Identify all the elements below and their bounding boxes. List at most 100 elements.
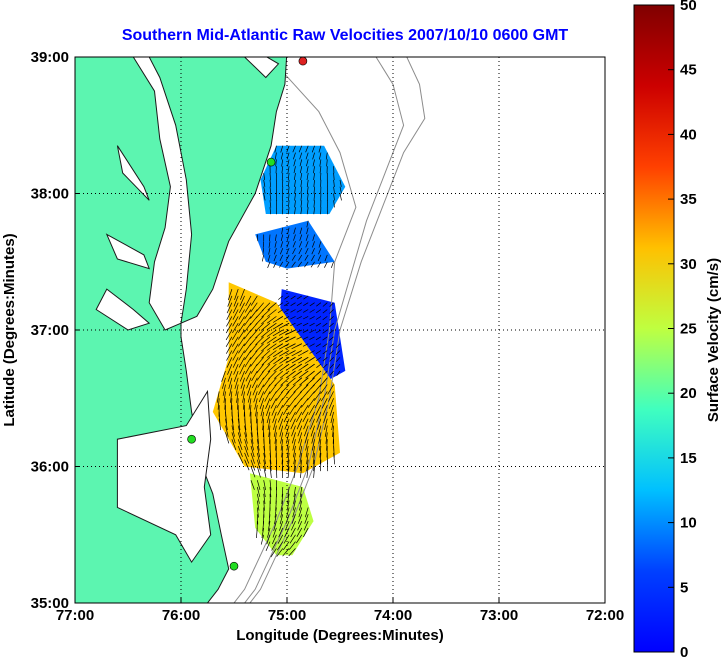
- velocity-arrow: [310, 425, 315, 437]
- velocity-arrow: [230, 398, 233, 410]
- velocity-arrow: [263, 377, 271, 388]
- velocity-arrow: [293, 391, 303, 401]
- velocity-arrow: [271, 404, 277, 416]
- colorbar-tick-label: 35: [680, 191, 697, 208]
- velocity-arrow: [273, 521, 277, 531]
- velocity-arrow: [299, 486, 303, 498]
- velocity-arrow: [292, 370, 303, 378]
- velocity-arrow: [306, 452, 309, 465]
- velocity-arrow: [298, 507, 303, 518]
- velocity-arrow: [312, 370, 322, 379]
- velocity-arrow: [336, 357, 341, 362]
- velocity-arrow: [305, 445, 309, 458]
- velocity-arrow: [286, 145, 290, 153]
- velocity-arrow: [280, 507, 284, 518]
- velocity-arrow: [238, 316, 245, 327]
- velocity-arrow: [264, 391, 271, 402]
- velocity-arrow: [235, 384, 239, 396]
- velocity-arrow: [324, 261, 328, 268]
- velocity-arrow: [314, 398, 322, 409]
- velocity-arrow: [294, 193, 296, 201]
- velocity-arrow: [256, 459, 261, 471]
- velocity-arrow: [311, 247, 315, 255]
- velocity-arrow: [237, 418, 241, 431]
- velocity-arrow: [296, 302, 302, 306]
- velocity-arrow: [231, 439, 237, 451]
- velocity-arrow: [303, 425, 309, 437]
- velocity-arrow: [313, 186, 315, 194]
- velocity-arrow: [290, 316, 296, 320]
- velocity-arrow: [291, 356, 302, 364]
- velocity-arrow: [279, 370, 290, 379]
- velocity-arrow: [322, 309, 328, 314]
- velocity-arrow: [302, 343, 309, 347]
- velocity-arrow: [299, 493, 303, 504]
- velocity-arrow: [237, 452, 244, 464]
- velocity-arrow: [293, 486, 296, 498]
- velocity-arrow: [284, 302, 290, 307]
- velocity-region-chincoteague-shelf: [255, 220, 335, 269]
- velocity-arrow: [263, 193, 266, 201]
- velocity-arrow: [232, 357, 239, 368]
- velocity-arrow: [310, 261, 315, 268]
- velocity-arrow: [315, 329, 322, 334]
- velocity-arrow: [244, 309, 252, 320]
- inland-water: [116, 389, 212, 564]
- velocity-arrow: [285, 350, 296, 357]
- velocity-arrow: [285, 343, 296, 350]
- velocity-arrow: [285, 514, 290, 525]
- velocity-arrow: [273, 254, 277, 262]
- velocity-arrow: [239, 295, 245, 307]
- velocity-arrow: [313, 172, 315, 181]
- velocity-arrow: [260, 329, 271, 338]
- velocity-arrow: [287, 227, 290, 235]
- radar-sites: [187, 57, 308, 571]
- velocity-arrow: [304, 514, 309, 524]
- velocity-arrow: [237, 425, 242, 437]
- velocity-arrow: [305, 370, 315, 379]
- velocity-arrow: [228, 377, 233, 389]
- velocity-arrow: [250, 466, 256, 478]
- velocity-arrow: [281, 227, 284, 235]
- velocity-arrow: [309, 309, 315, 313]
- velocity-arrow: [263, 179, 266, 187]
- velocity-arrow: [322, 336, 328, 341]
- velocity-arrow: [306, 227, 309, 235]
- velocity-arrow: [297, 261, 303, 268]
- velocity-arrow: [253, 391, 258, 403]
- velocity-arrow: [239, 363, 245, 375]
- velocity-arrow: [322, 404, 328, 416]
- velocity-arrow: [294, 186, 296, 194]
- velocity-arrow: [244, 316, 252, 326]
- velocity-arrow: [261, 309, 271, 318]
- velocity-arrow: [292, 507, 296, 518]
- bathymetry-contour: [243, 57, 405, 603]
- velocity-arrow: [319, 152, 322, 160]
- velocity-arrow: [307, 391, 315, 401]
- velocity-arrow: [299, 445, 303, 458]
- velocity-arrow: [237, 398, 239, 410]
- velocity-arrow: [255, 405, 258, 417]
- velocity-arrow: [301, 404, 309, 415]
- velocity-arrow: [286, 370, 296, 379]
- velocity-arrow: [333, 193, 335, 201]
- velocity-arrow: [300, 193, 303, 201]
- velocity-arrow: [247, 391, 252, 403]
- velocity-arrow: [289, 534, 296, 544]
- velocity-arrow: [318, 145, 322, 153]
- velocity-arrow: [287, 172, 290, 181]
- velocity-arrow: [273, 357, 284, 365]
- velocity-arrow: [267, 357, 277, 365]
- velocity-arrow: [280, 152, 284, 160]
- velocity-arrow: [283, 534, 290, 544]
- velocity-arrow: [286, 439, 290, 451]
- y-tick-label: 38:00: [31, 186, 69, 203]
- velocity-arrow: [278, 343, 290, 350]
- velocity-arrow: [263, 459, 267, 472]
- velocity-arrow: [287, 391, 296, 401]
- velocity-arrow: [329, 350, 334, 355]
- velocity-arrow: [280, 234, 284, 241]
- velocity-arrow: [315, 350, 322, 354]
- velocity-arrow: [298, 363, 309, 371]
- velocity-arrow: [271, 541, 277, 551]
